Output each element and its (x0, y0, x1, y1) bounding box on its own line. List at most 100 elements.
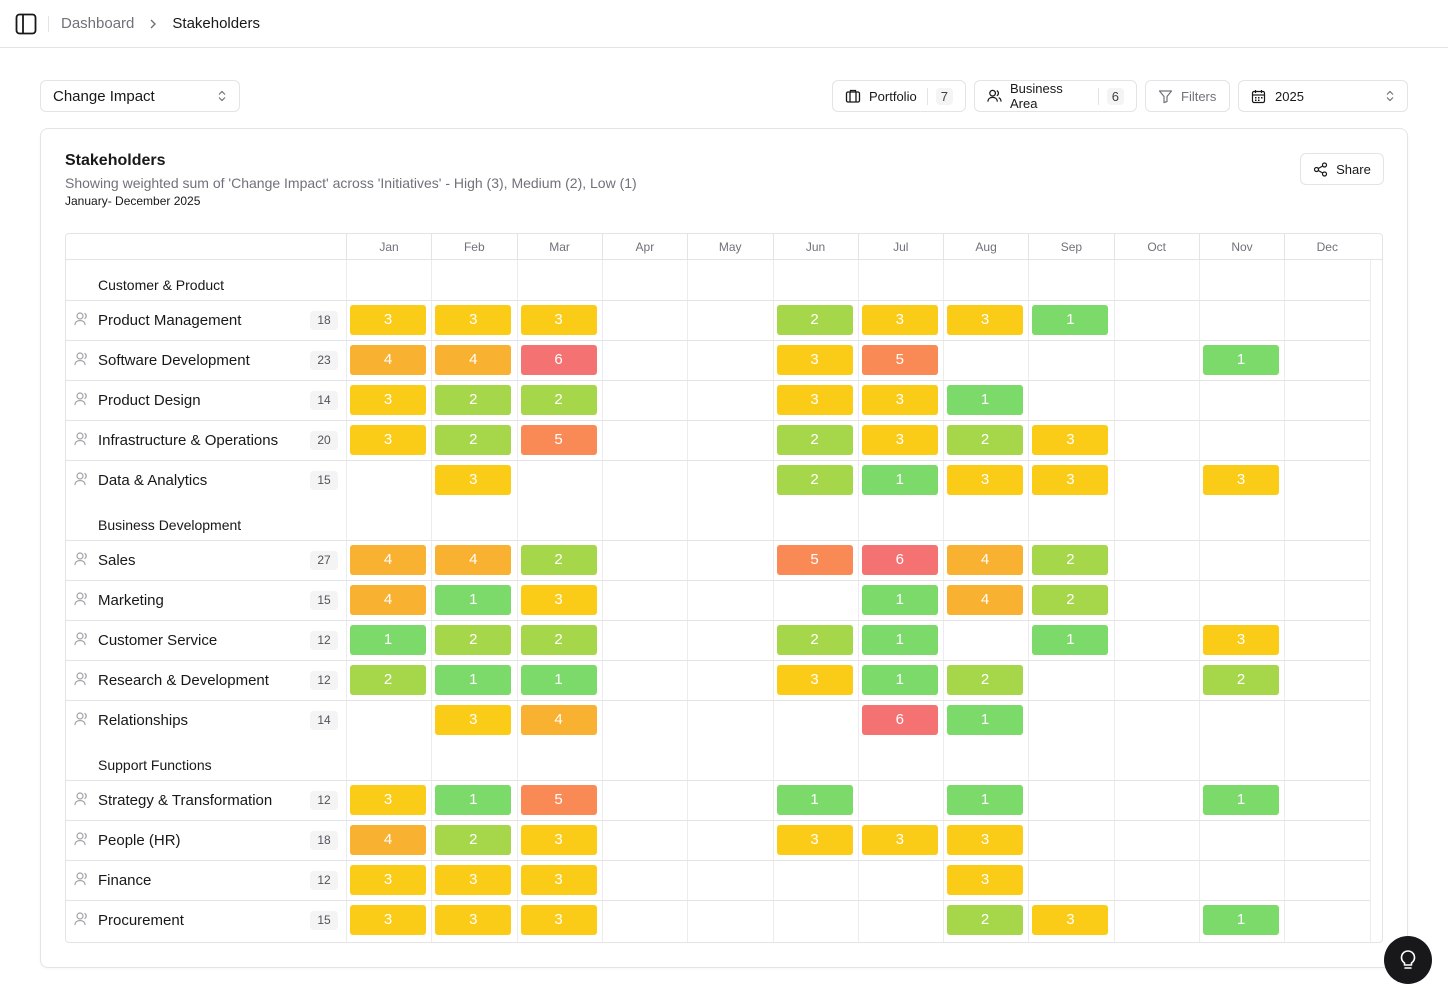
impact-cell[interactable]: 2 (435, 625, 512, 655)
stakeholder-name[interactable]: Research & Development (98, 672, 269, 689)
impact-cell[interactable]: 1 (435, 785, 512, 815)
stakeholder-name[interactable]: Finance (98, 872, 152, 889)
impact-cell[interactable]: 1 (947, 385, 1024, 415)
impact-cell[interactable]: 3 (1203, 625, 1279, 655)
impact-cell[interactable]: 1 (435, 585, 512, 615)
impact-cell[interactable]: 2 (776, 465, 853, 495)
impact-cell[interactable]: 5 (520, 425, 597, 455)
impact-cell[interactable]: 3 (435, 865, 512, 895)
impact-cell[interactable]: 3 (776, 825, 853, 855)
impact-cell[interactable]: 6 (861, 545, 938, 575)
impact-cell[interactable]: 3 (861, 385, 938, 415)
stakeholder-name[interactable]: Infrastructure & Operations (98, 432, 279, 449)
impact-cell[interactable]: 1 (520, 665, 597, 695)
filters-button[interactable]: Filters (1145, 80, 1230, 112)
impact-cell[interactable]: 4 (947, 585, 1024, 615)
impact-cell[interactable]: 1 (350, 625, 426, 655)
impact-cell[interactable]: 1 (861, 465, 938, 495)
impact-cell[interactable]: 4 (435, 545, 512, 575)
impact-cell[interactable]: 2 (1203, 665, 1279, 695)
stakeholder-name[interactable]: Marketing (98, 592, 164, 609)
impact-cell[interactable]: 5 (520, 785, 597, 815)
impact-cell[interactable]: 4 (520, 705, 597, 735)
impact-cell[interactable]: 4 (435, 345, 512, 375)
impact-cell[interactable]: 1 (1203, 785, 1279, 815)
impact-cell[interactable]: 1 (1032, 305, 1109, 335)
impact-cell[interactable]: 1 (1203, 905, 1279, 935)
stakeholder-name[interactable]: Product Design (98, 392, 201, 409)
business-area-filter-button[interactable]: Business Area 6 (974, 80, 1137, 112)
impact-cell[interactable]: 1 (1203, 345, 1279, 375)
impact-cell[interactable]: 2 (1032, 585, 1109, 615)
impact-cell[interactable]: 4 (350, 825, 426, 855)
impact-cell[interactable]: 3 (350, 905, 426, 935)
impact-cell[interactable]: 2 (776, 305, 853, 335)
year-select[interactable]: 2025 (1238, 80, 1408, 112)
impact-cell[interactable]: 3 (350, 305, 426, 335)
stakeholder-name[interactable]: People (HR) (98, 832, 181, 849)
stakeholder-name[interactable]: Strategy & Transformation (98, 792, 273, 809)
impact-cell[interactable]: 4 (350, 585, 426, 615)
stakeholder-name[interactable]: Customer Service (98, 632, 218, 649)
impact-cell[interactable]: 3 (350, 425, 426, 455)
impact-cell[interactable]: 1 (1032, 625, 1109, 655)
impact-cell[interactable]: 1 (435, 665, 512, 695)
impact-cell[interactable]: 2 (947, 905, 1024, 935)
impact-cell[interactable]: 1 (947, 705, 1024, 735)
stakeholder-name[interactable]: Software Development (98, 352, 250, 369)
help-button[interactable] (1384, 936, 1432, 984)
stakeholder-name[interactable]: Data & Analytics (98, 472, 208, 489)
impact-cell[interactable]: 3 (776, 385, 853, 415)
stakeholder-name[interactable]: Relationships (98, 712, 189, 729)
impact-cell[interactable]: 3 (947, 825, 1024, 855)
impact-cell[interactable]: 2 (947, 425, 1024, 455)
impact-cell[interactable]: 2 (435, 425, 512, 455)
impact-cell[interactable]: 4 (350, 345, 426, 375)
impact-cell[interactable]: 3 (350, 865, 426, 895)
impact-cell[interactable]: 5 (861, 345, 938, 375)
impact-cell[interactable]: 3 (350, 785, 426, 815)
impact-cell[interactable]: 3 (520, 305, 597, 335)
portfolio-filter-button[interactable]: Portfolio 7 (832, 80, 966, 112)
impact-cell[interactable]: 3 (776, 345, 853, 375)
impact-cell[interactable]: 3 (776, 665, 853, 695)
impact-cell[interactable]: 3 (947, 305, 1024, 335)
impact-cell[interactable]: 3 (861, 825, 938, 855)
impact-cell[interactable]: 3 (1032, 905, 1109, 935)
impact-cell[interactable]: 3 (520, 825, 597, 855)
impact-cell[interactable]: 1 (861, 585, 938, 615)
impact-cell[interactable]: 1 (947, 785, 1024, 815)
impact-cell[interactable]: 2 (1032, 545, 1109, 575)
impact-cell[interactable]: 3 (947, 865, 1024, 895)
impact-cell[interactable]: 3 (1032, 425, 1109, 455)
impact-cell[interactable]: 2 (520, 625, 597, 655)
impact-cell[interactable]: 1 (861, 625, 938, 655)
impact-cell[interactable]: 1 (776, 785, 853, 815)
impact-cell[interactable]: 3 (520, 865, 597, 895)
impact-cell[interactable]: 2 (435, 825, 512, 855)
impact-cell[interactable]: 6 (520, 345, 597, 375)
impact-cell[interactable]: 3 (435, 905, 512, 935)
impact-cell[interactable]: 5 (776, 545, 853, 575)
impact-cell[interactable]: 3 (861, 305, 938, 335)
impact-cell[interactable]: 3 (435, 465, 512, 495)
impact-cell[interactable]: 3 (1032, 465, 1109, 495)
impact-cell[interactable]: 3 (435, 305, 512, 335)
stakeholder-name[interactable]: Procurement (98, 912, 184, 929)
impact-cell[interactable]: 3 (520, 585, 597, 615)
impact-cell[interactable]: 2 (520, 545, 597, 575)
impact-cell[interactable]: 2 (435, 385, 512, 415)
breadcrumb-dashboard[interactable]: Dashboard (61, 15, 135, 32)
impact-cell[interactable]: 2 (776, 625, 853, 655)
impact-cell[interactable]: 3 (861, 425, 938, 455)
stakeholder-name[interactable]: Product Management (98, 312, 242, 329)
impact-cell[interactable]: 4 (947, 545, 1024, 575)
metric-select[interactable]: Change Impact (40, 80, 240, 112)
impact-cell[interactable]: 6 (861, 705, 938, 735)
impact-cell[interactable]: 3 (947, 465, 1024, 495)
impact-cell[interactable]: 3 (1203, 465, 1279, 495)
impact-cell[interactable]: 2 (350, 665, 426, 695)
impact-cell[interactable]: 2 (947, 665, 1024, 695)
impact-cell[interactable]: 4 (350, 545, 426, 575)
sidebar-toggle-icon[interactable] (14, 12, 38, 36)
